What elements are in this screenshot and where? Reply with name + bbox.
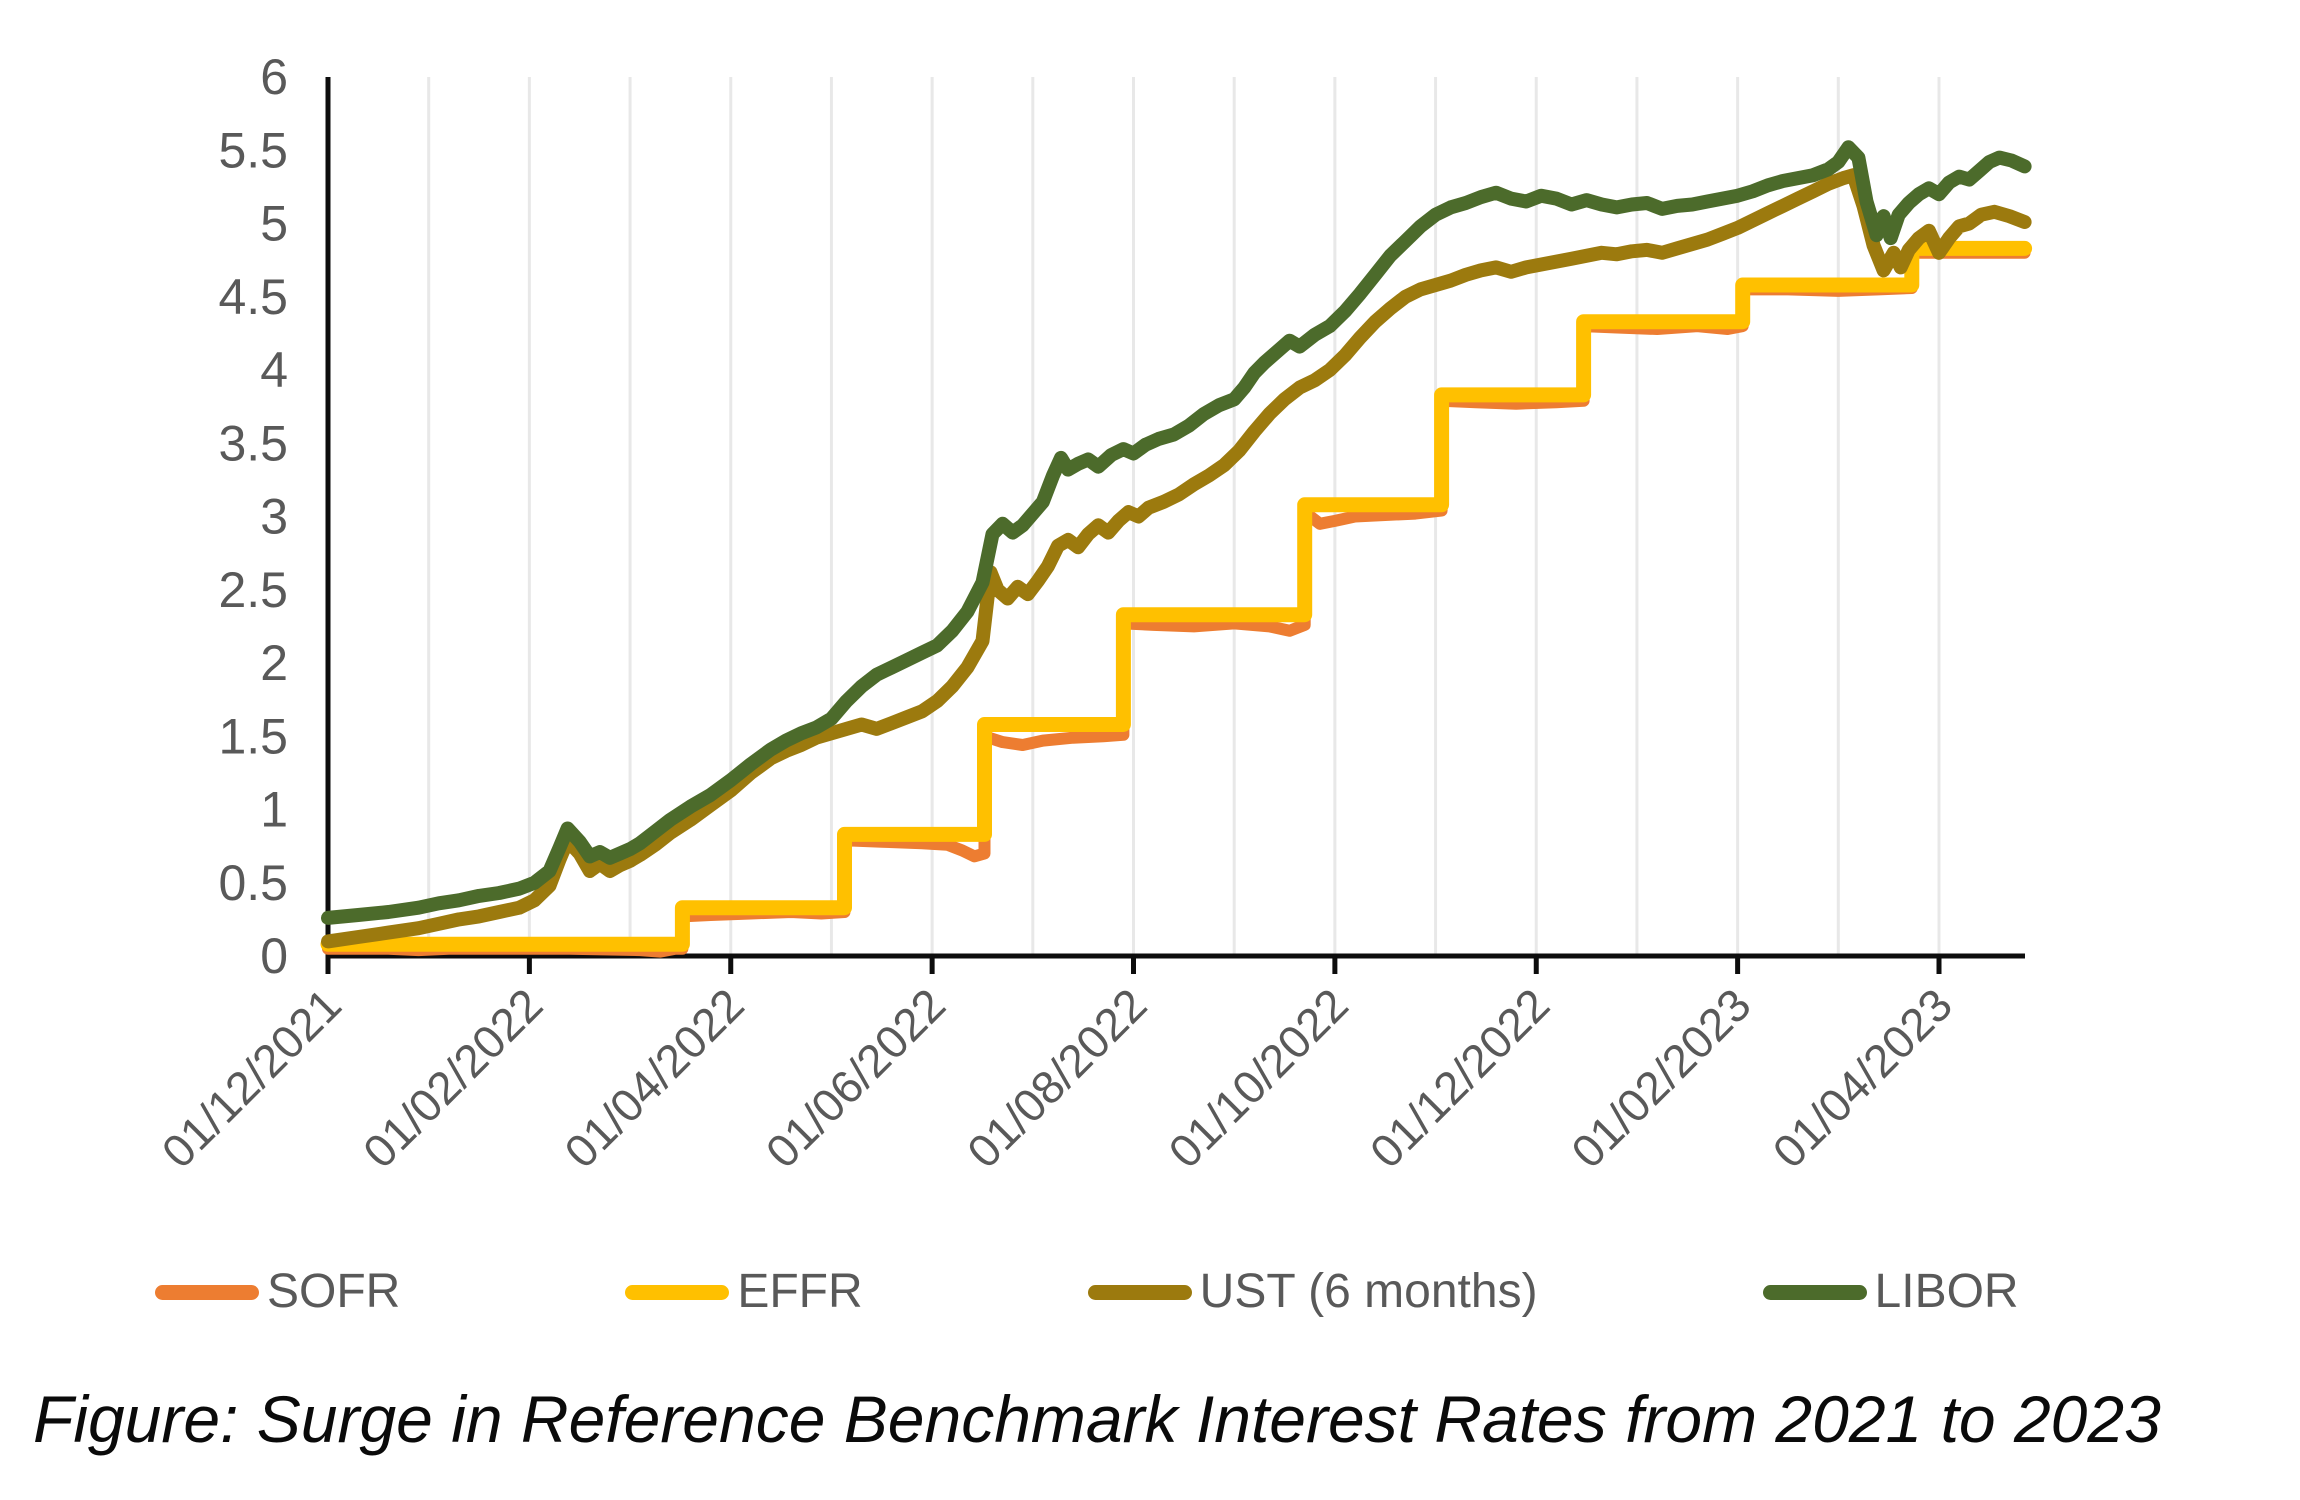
legend-label-ust-6-months: UST (6 months) bbox=[1199, 1265, 1538, 1318]
figure-caption: Figure: Surge in Reference Benchmark Int… bbox=[33, 1382, 2161, 1456]
legend-swatch-ust-6-months bbox=[1087, 1284, 1192, 1300]
legend-item-effr: EFFR bbox=[625, 1265, 863, 1318]
y-tick-label: 0.5 bbox=[218, 855, 288, 911]
series-line-libor bbox=[321, 140, 2032, 925]
legend-swatch-sofr bbox=[155, 1284, 259, 1300]
x-tick-label: 01/06/2022 bbox=[756, 978, 956, 1178]
x-tick-label: 01/02/2023 bbox=[1561, 978, 1761, 1178]
legend-item-sofr: SOFR bbox=[155, 1268, 400, 1316]
y-tick-label: 4 bbox=[260, 342, 288, 398]
x-tick-label: 01/12/2021 bbox=[152, 978, 352, 1178]
x-tick-label: 01/04/2023 bbox=[1763, 978, 1963, 1178]
legend-label-sofr: SOFR bbox=[267, 1265, 401, 1318]
y-tick-label: 0 bbox=[260, 928, 288, 984]
x-tick-label: 01/08/2022 bbox=[957, 978, 1157, 1178]
y-tick-label: 5 bbox=[260, 196, 288, 252]
y-tick-label: 3 bbox=[260, 489, 288, 545]
y-tick-label: 5.5 bbox=[218, 122, 288, 178]
x-tick-label: 01/12/2022 bbox=[1360, 978, 1560, 1178]
series-line-effr bbox=[320, 240, 2033, 952]
y-tick-label: 2.5 bbox=[218, 562, 288, 618]
chart-legend: SOFR EFFR UST (6 months) LIBOR bbox=[155, 1268, 2205, 1316]
y-tick-label: 2 bbox=[260, 635, 288, 691]
y-tick-label: 1 bbox=[260, 782, 288, 838]
y-tick-label: 4.5 bbox=[218, 269, 288, 325]
legend-label-effr: EFFR bbox=[737, 1265, 863, 1318]
x-tick-label: 01/02/2022 bbox=[353, 978, 553, 1178]
y-tick-label: 3.5 bbox=[218, 415, 288, 471]
legend-item-ust-6-months: UST (6 months) bbox=[1087, 1265, 1538, 1318]
legend-swatch-libor bbox=[1762, 1284, 1867, 1300]
x-tick-label: 01/04/2022 bbox=[554, 978, 754, 1178]
y-tick-label: 6 bbox=[260, 49, 288, 105]
legend-swatch-effr bbox=[625, 1284, 730, 1300]
legend-label-libor: LIBOR bbox=[1874, 1265, 2019, 1318]
x-tick-label: 01/10/2022 bbox=[1158, 978, 1358, 1178]
legend-item-libor: LIBOR bbox=[1762, 1265, 2019, 1318]
rates-line-chart: 01/12/2021 01/02/2022 01/04/2022 01/06/2022… bbox=[152, 49, 2033, 1178]
series-line-ust-6-months bbox=[321, 168, 2032, 949]
y-tick-label: 1.5 bbox=[218, 708, 288, 764]
